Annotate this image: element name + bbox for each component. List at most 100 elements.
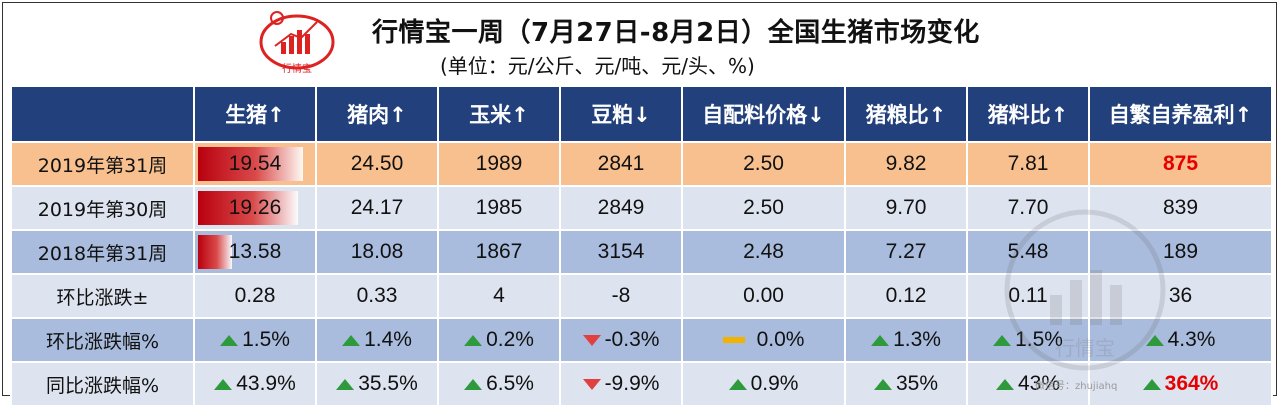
table-row: 2019年第30周 19.26 24.17 1985 2849 2.50 9.70 7.70 8… bbox=[10, 185, 1273, 231]
cell-value: 1985 bbox=[475, 196, 523, 219]
table-row: 2019年第31周 19.54 24.50 1989 2841 2.50 9.82 7.81 8… bbox=[10, 141, 1273, 187]
cell-value: 7.70 bbox=[1007, 196, 1049, 219]
watermark-logo-icon: 行情宝 bbox=[1004, 209, 1166, 371]
svg-text:行情宝: 行情宝 bbox=[1055, 336, 1115, 360]
column-header: 豆粕↓ bbox=[559, 85, 683, 143]
cell-value: 0.11 bbox=[1008, 284, 1048, 307]
up-triangle-icon bbox=[336, 378, 355, 390]
up-triangle-icon bbox=[995, 378, 1014, 390]
report-units-subtitle: (单位：元/公斤、元/吨、元/头、%) bbox=[440, 54, 755, 78]
cell-value: 35% bbox=[895, 372, 939, 395]
up-triangle-icon bbox=[728, 378, 747, 390]
table-cell: 0.33 bbox=[315, 273, 439, 319]
column-header: 猪料比↑ bbox=[966, 85, 1090, 143]
table-cell: -9.9% bbox=[559, 361, 683, 407]
table-cell: 24.50 bbox=[315, 141, 439, 187]
cell-value: 9.82 bbox=[885, 152, 927, 175]
up-triangle-icon bbox=[464, 334, 483, 346]
watermark-wechat-id: 微信号：zhujiahq bbox=[1035, 381, 1118, 392]
column-header bbox=[10, 85, 195, 143]
table-row: 同比涨跌幅% 43.9% 35.5% 6.5% -9.9% 0.9% 35% 43% 364% bbox=[10, 361, 1273, 407]
down-triangle-icon bbox=[582, 334, 601, 346]
table-cell: 43.9% bbox=[193, 361, 317, 407]
up-triangle-icon bbox=[1142, 378, 1161, 390]
cell-value: 3154 bbox=[597, 240, 645, 263]
table-cell: 2.48 bbox=[681, 229, 846, 275]
row-label: 环比涨跌± bbox=[10, 273, 195, 319]
table-row: 2018年第31周 13.58 18.08 1867 3154 2.48 7.27 5.48 1… bbox=[10, 229, 1273, 275]
cell-value: 0.28 bbox=[234, 284, 276, 307]
up-triangle-icon bbox=[1145, 334, 1164, 346]
data-bar bbox=[198, 147, 303, 181]
table-header-row: 生猪↑ 猪肉↑ 玉米↑ 豆粕↓ 自配料价格↓ 猪粮比↑ 猪料比↑ 自繁自养盈利↑ bbox=[10, 85, 1273, 143]
cell-value: 4 bbox=[493, 284, 505, 307]
market-table: 生猪↑ 猪肉↑ 玉米↑ 豆粕↓ 自配料价格↓ 猪粮比↑ 猪料比↑ 自繁自养盈利↑… bbox=[10, 85, 1273, 407]
cell-value: 43.9% bbox=[236, 372, 296, 395]
table-cell: 6.5% bbox=[437, 361, 561, 407]
table-cell: 19.26 bbox=[193, 185, 317, 231]
cell-value: 43% bbox=[1017, 372, 1061, 395]
table-cell: 4.3% bbox=[1088, 317, 1273, 363]
table-cell: 35% bbox=[844, 361, 968, 407]
report-title: 行情宝一周（7月27日-8月2日）全国生猪市场变化 bbox=[372, 18, 980, 48]
cell-value: 2849 bbox=[597, 196, 645, 219]
piggy-bank-logo-icon: 行情宝 bbox=[259, 11, 335, 75]
column-header: 玉米↑ bbox=[437, 85, 561, 143]
table-row: 环比涨跌± 0.28 0.33 4 -8 0.00 0.12 0.11 36 bbox=[10, 273, 1273, 319]
up-triangle-icon bbox=[871, 334, 890, 346]
table-cell: 0.28 bbox=[193, 273, 317, 319]
row-label: 环比涨跌幅% bbox=[10, 317, 195, 363]
down-triangle-icon bbox=[582, 378, 601, 390]
cell-value: 0.9% bbox=[750, 372, 799, 395]
table-cell: 1989 bbox=[437, 141, 561, 187]
cell-value: 7.27 bbox=[885, 240, 927, 263]
cell-value: 1.5% bbox=[1015, 328, 1063, 351]
table-cell: 2.50 bbox=[681, 141, 846, 187]
table-cell: 0.9% bbox=[681, 361, 846, 407]
cell-value: 0.12 bbox=[885, 284, 927, 307]
svg-text:行情宝: 行情宝 bbox=[282, 62, 312, 75]
table-cell: 1985 bbox=[437, 185, 561, 231]
table-cell: 19.54 bbox=[193, 141, 317, 187]
row-label: 同比涨跌幅% bbox=[10, 361, 195, 407]
data-bar bbox=[198, 191, 298, 225]
cell-value: 0.0% bbox=[756, 328, 805, 351]
cell-value: 19.54 bbox=[228, 152, 282, 175]
cell-value: 875 bbox=[1162, 152, 1199, 175]
table-cell: 0.0% bbox=[681, 317, 846, 363]
row-label: 2018年第31周 bbox=[10, 229, 195, 275]
table-cell: 1867 bbox=[437, 229, 561, 275]
column-header: 猪粮比↑ bbox=[844, 85, 968, 143]
data-bar bbox=[198, 235, 232, 269]
table-cell: 35.5% bbox=[315, 361, 439, 407]
up-triangle-icon bbox=[873, 378, 892, 390]
table-cell: 1.4% bbox=[315, 317, 439, 363]
table-cell: 364% bbox=[1088, 361, 1273, 407]
cell-value: 0.2% bbox=[486, 328, 534, 351]
cell-value: 6.5% bbox=[486, 372, 534, 395]
row-label: 2019年第30周 bbox=[10, 185, 195, 231]
cell-value: 4.3% bbox=[1167, 328, 1216, 351]
cell-value: 24.17 bbox=[350, 196, 404, 219]
table-cell: 24.17 bbox=[315, 185, 439, 231]
table-cell: 7.70 bbox=[966, 185, 1090, 231]
table-cell: 4 bbox=[437, 273, 561, 319]
table-cell: 0.11 bbox=[966, 273, 1090, 319]
table-cell: 2.50 bbox=[681, 185, 846, 231]
column-header: 猪肉↑ bbox=[315, 85, 439, 143]
table-cell: 7.27 bbox=[844, 229, 968, 275]
cell-value: 9.70 bbox=[885, 196, 927, 219]
cell-value: 2841 bbox=[597, 152, 645, 175]
table-cell: 1.5% bbox=[193, 317, 317, 363]
table-cell: 36 bbox=[1088, 273, 1273, 319]
cell-value: 1989 bbox=[475, 152, 523, 175]
table-cell: 9.82 bbox=[844, 141, 968, 187]
table-cell: 2841 bbox=[559, 141, 683, 187]
cell-value: 24.50 bbox=[350, 152, 404, 175]
cell-value: 0.00 bbox=[743, 284, 784, 307]
cell-value: 364% bbox=[1164, 372, 1219, 395]
cell-value: 5.48 bbox=[1007, 240, 1049, 263]
up-triangle-icon bbox=[342, 334, 361, 346]
column-header: 生猪↑ bbox=[193, 85, 317, 143]
cell-value: 7.81 bbox=[1007, 152, 1049, 175]
